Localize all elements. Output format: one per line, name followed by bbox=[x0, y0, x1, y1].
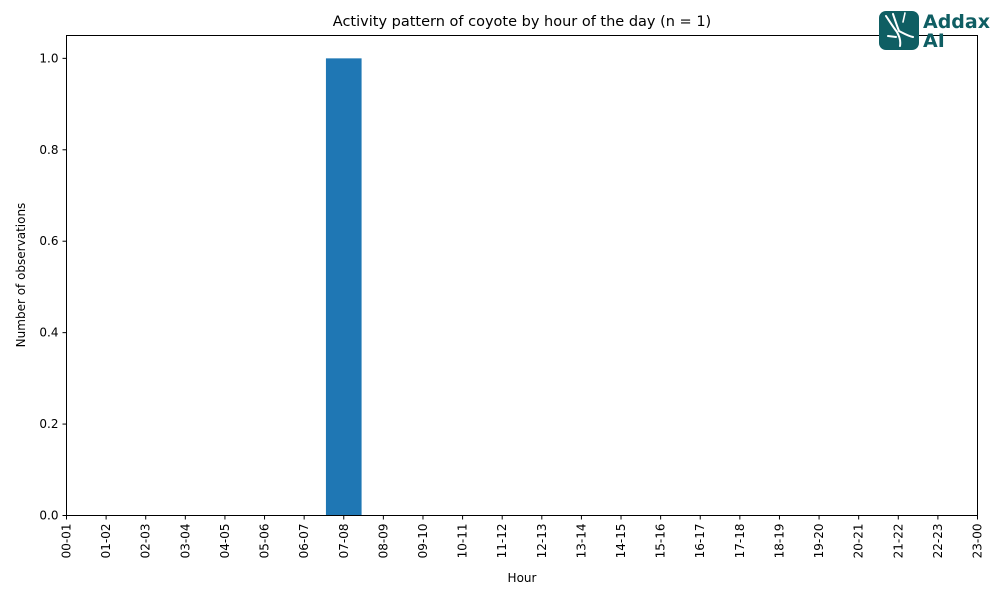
x-tick-label: 12-13 bbox=[535, 524, 549, 559]
x-tick-label: 22-23 bbox=[931, 524, 945, 559]
y-tick-label: 0.4 bbox=[39, 326, 58, 340]
addax-ai-logo: Addax AI bbox=[879, 11, 990, 52]
x-tick-label: 07-08 bbox=[337, 524, 351, 559]
x-tick-label: 04-05 bbox=[218, 524, 232, 559]
x-tick-label: 05-06 bbox=[258, 524, 272, 559]
logo-text-line1: Addax bbox=[923, 11, 990, 33]
y-axis-ticks: 0.0 0.2 0.4 0.6 0.8 1.0 bbox=[39, 51, 67, 523]
x-tick-label: 01-02 bbox=[99, 524, 113, 559]
x-tick-label: 09-10 bbox=[416, 524, 430, 559]
addax-antelope-icon bbox=[879, 11, 919, 50]
bars-group bbox=[325, 58, 362, 516]
y-tick-label: 0.8 bbox=[39, 143, 58, 157]
x-tick-label: 18-19 bbox=[772, 524, 786, 559]
x-axis-label: Hour bbox=[508, 571, 537, 585]
x-tick-label: 13-14 bbox=[574, 524, 588, 559]
x-tick-label: 03-04 bbox=[178, 524, 192, 559]
x-tick-label: 19-20 bbox=[812, 524, 826, 559]
x-tick-label: 14-15 bbox=[614, 524, 628, 559]
x-tick-label: 21-22 bbox=[891, 524, 905, 559]
y-tick-label: 1.0 bbox=[39, 51, 58, 65]
x-tick-label: 17-18 bbox=[733, 524, 747, 559]
x-tick-label: 16-17 bbox=[693, 524, 707, 559]
x-tick-label: 02-03 bbox=[139, 524, 153, 559]
x-tick-label: 08-09 bbox=[376, 524, 390, 559]
x-tick-label: 20-21 bbox=[852, 524, 866, 559]
x-tick-label: 10-11 bbox=[456, 524, 470, 559]
x-tick-label: 15-16 bbox=[654, 524, 668, 559]
x-tick-label: 11-12 bbox=[495, 524, 509, 559]
y-tick-label: 0.2 bbox=[39, 417, 58, 431]
plot-frame bbox=[66, 35, 978, 516]
chart-title: Activity pattern of coyote by hour of th… bbox=[333, 14, 711, 30]
y-tick-label: 0.6 bbox=[39, 234, 58, 248]
x-tick-label: 06-07 bbox=[297, 524, 311, 559]
bar-07-08 bbox=[325, 58, 362, 516]
x-axis-ticks: 00-01 01-02 02-03 03-04 04-05 05-06 06-07 07-08… bbox=[60, 515, 985, 559]
y-tick-label: 0.0 bbox=[39, 509, 58, 523]
y-axis-label: Number of observations bbox=[14, 203, 28, 348]
x-tick-label: 00-01 bbox=[60, 524, 74, 559]
logo-text-line2: AI bbox=[923, 30, 945, 52]
x-tick-label: 23-00 bbox=[971, 524, 985, 559]
